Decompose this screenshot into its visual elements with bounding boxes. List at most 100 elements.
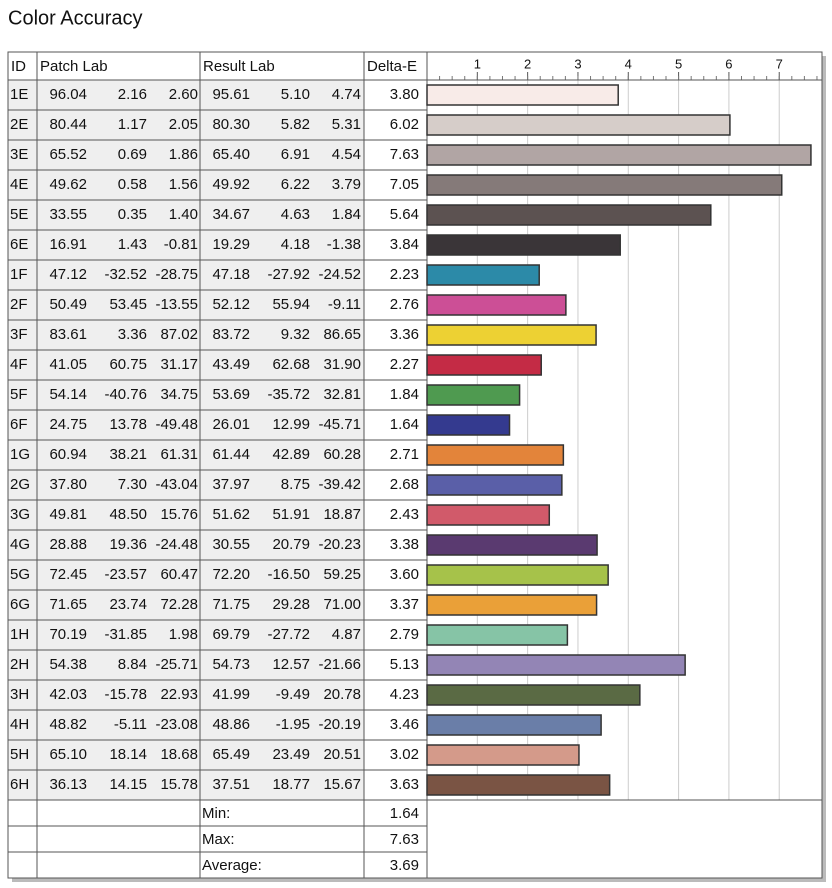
lab-value: 72.28 [160, 596, 198, 613]
lab-value: 31.17 [160, 356, 198, 373]
cell-bg [8, 590, 364, 620]
lab-value: 20.78 [323, 686, 361, 703]
lab-value: 1.86 [169, 146, 198, 163]
lab-value: 18.87 [323, 506, 361, 523]
lab-value: 30.55 [212, 536, 250, 553]
lab-value: 9.32 [281, 326, 310, 343]
lab-value: 26.01 [212, 416, 250, 433]
bar [426, 744, 580, 766]
lab-value: 8.75 [281, 476, 310, 493]
x-tick-label: 6 [725, 56, 732, 71]
row-id: 5F [10, 386, 28, 403]
lab-value: 37.97 [212, 476, 250, 493]
lab-value: 65.10 [49, 746, 87, 763]
bar [426, 84, 619, 106]
row-id: 2E [10, 116, 28, 133]
lab-value: 3.36 [118, 326, 147, 343]
lab-value: 47.12 [49, 266, 87, 283]
lab-value: -39.42 [318, 476, 361, 493]
lab-value: 52.12 [212, 296, 250, 313]
bar [426, 114, 731, 136]
lab-value: 8.84 [118, 656, 147, 673]
row-id: 6E [10, 236, 28, 253]
lab-value: 32.81 [323, 386, 361, 403]
cell-bg [8, 620, 364, 650]
lab-value: 71.65 [49, 596, 87, 613]
delta-e: 2.76 [390, 296, 419, 313]
lab-value: -1.38 [327, 236, 361, 253]
delta-e: 5.64 [390, 206, 419, 223]
lab-value: 5.31 [332, 116, 361, 133]
row-id: 1E [10, 86, 28, 103]
delta-e: 3.63 [390, 776, 419, 793]
lab-value: 4.74 [332, 86, 361, 103]
lab-value: 83.72 [212, 326, 250, 343]
column-header: Delta-E [367, 58, 417, 75]
lab-value: 96.04 [49, 86, 87, 103]
delta-e: 2.27 [390, 356, 419, 373]
cell-bg [8, 290, 364, 320]
column-header: Patch Lab [40, 58, 108, 75]
x-tick-label: 2 [524, 56, 531, 71]
bar [426, 414, 511, 436]
lab-value: -20.19 [318, 716, 361, 733]
lab-value: 36.13 [49, 776, 87, 793]
bar [426, 324, 597, 346]
cell-bg [8, 710, 364, 740]
lab-value: 86.65 [323, 326, 361, 343]
row-id: 2G [10, 476, 30, 493]
lab-value: 83.61 [49, 326, 87, 343]
cell-bg [8, 770, 364, 800]
row-id: 5E [10, 206, 28, 223]
delta-e: 5.13 [390, 656, 419, 673]
delta-e: 3.60 [390, 566, 419, 583]
x-tick-label: 3 [574, 56, 581, 71]
row-id: 2H [10, 656, 29, 673]
lab-value: 48.82 [49, 716, 87, 733]
lab-value: 18.77 [272, 776, 310, 793]
column-header: ID [11, 58, 26, 75]
x-tick-label: 4 [625, 56, 632, 71]
bar [426, 564, 609, 586]
row-id: 3F [10, 326, 28, 343]
bar [426, 594, 598, 616]
lab-value: -27.72 [267, 626, 310, 643]
lab-value: 18.68 [160, 746, 198, 763]
x-tick-label: 1 [474, 56, 481, 71]
lab-value: 47.18 [212, 266, 250, 283]
lab-value: 12.57 [272, 656, 310, 673]
cell-bg [8, 350, 364, 380]
lab-value: 37.80 [49, 476, 87, 493]
bar [426, 774, 611, 796]
delta-e: 1.84 [390, 386, 419, 403]
row-id: 4H [10, 716, 29, 733]
lab-value: 60.94 [49, 446, 87, 463]
lab-value: 55.94 [272, 296, 310, 313]
x-tick-label: 7 [776, 56, 783, 71]
row-id: 4G [10, 536, 30, 553]
row-id: 4F [10, 356, 28, 373]
delta-e: 3.38 [390, 536, 419, 553]
lab-value: 2.16 [118, 86, 147, 103]
row-id: 4E [10, 176, 28, 193]
lab-value: 3.79 [332, 176, 361, 193]
bar [426, 444, 565, 466]
delta-e: 2.79 [390, 626, 419, 643]
row-id: 6H [10, 776, 29, 793]
bar [426, 534, 598, 556]
row-id: 3G [10, 506, 30, 523]
bar [426, 264, 540, 286]
lab-value: 1.84 [332, 206, 361, 223]
lab-value: 80.30 [212, 116, 250, 133]
cell-bg [8, 230, 364, 260]
lab-value: 72.45 [49, 566, 87, 583]
cell-bg [8, 380, 364, 410]
bar [426, 504, 551, 526]
lab-value: 24.75 [49, 416, 87, 433]
lab-value: -23.08 [155, 716, 198, 733]
lab-value: 41.99 [212, 686, 250, 703]
lab-value: 65.52 [49, 146, 87, 163]
lab-value: 13.78 [109, 416, 147, 433]
lab-value: 34.75 [160, 386, 198, 403]
lab-value: 1.40 [169, 206, 198, 223]
